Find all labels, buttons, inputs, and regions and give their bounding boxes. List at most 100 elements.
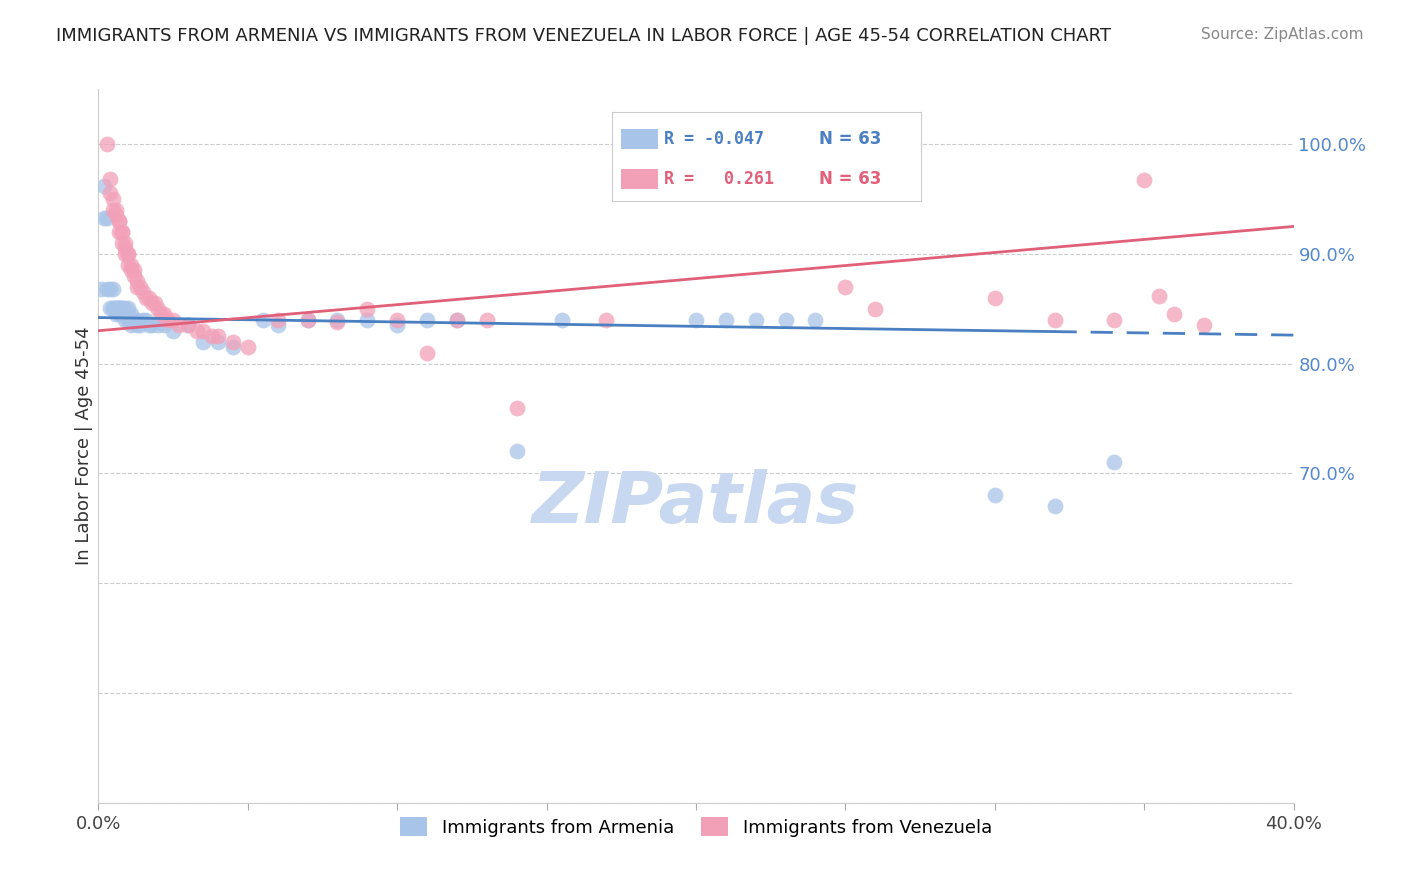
Point xyxy=(132,312,155,326)
Point xyxy=(111,225,134,239)
Point xyxy=(124,312,146,326)
Point xyxy=(252,312,274,326)
Point xyxy=(117,301,139,315)
Point xyxy=(685,312,707,326)
Point xyxy=(105,301,128,315)
Point xyxy=(127,312,149,326)
Point xyxy=(98,172,122,186)
Point xyxy=(108,301,131,315)
Point xyxy=(124,263,146,277)
Point xyxy=(804,312,827,326)
Point xyxy=(117,247,139,261)
Point xyxy=(105,202,128,217)
Point xyxy=(111,225,134,239)
Point xyxy=(96,137,118,152)
Point xyxy=(108,214,131,228)
Point xyxy=(141,296,163,310)
Point xyxy=(105,307,128,321)
Point xyxy=(177,318,200,333)
Point xyxy=(111,307,134,321)
Text: N = 63: N = 63 xyxy=(818,129,882,148)
Text: IMMIGRANTS FROM ARMENIA VS IMMIGRANTS FROM VENEZUELA IN LABOR FORCE | AGE 45-54 : IMMIGRANTS FROM ARMENIA VS IMMIGRANTS FR… xyxy=(56,27,1111,45)
Point xyxy=(148,318,170,333)
Point xyxy=(446,312,468,326)
Point xyxy=(416,312,439,326)
Point xyxy=(201,329,224,343)
Point xyxy=(120,258,142,272)
Text: ZIPatlas: ZIPatlas xyxy=(533,468,859,538)
Point xyxy=(127,318,149,333)
Point xyxy=(105,301,128,315)
Point xyxy=(326,312,349,326)
Point xyxy=(90,282,112,296)
Point xyxy=(385,318,409,333)
Point xyxy=(745,312,768,326)
Point xyxy=(103,301,125,315)
Point xyxy=(191,334,214,349)
Point xyxy=(124,268,146,283)
Point xyxy=(550,312,572,326)
Point xyxy=(98,186,122,201)
Point xyxy=(129,318,152,333)
Point xyxy=(127,274,149,288)
Point xyxy=(108,301,131,315)
Point xyxy=(120,307,142,321)
Point xyxy=(111,235,134,250)
Point xyxy=(506,401,529,415)
Point xyxy=(714,312,737,326)
Point xyxy=(96,282,118,296)
Y-axis label: In Labor Force | Age 45-54: In Labor Force | Age 45-54 xyxy=(75,326,93,566)
Point xyxy=(506,444,529,458)
Point xyxy=(114,301,136,315)
Point xyxy=(153,318,176,333)
Point xyxy=(143,296,166,310)
Point xyxy=(186,324,208,338)
Point xyxy=(156,312,179,326)
Point xyxy=(1104,312,1126,326)
Point xyxy=(153,307,176,321)
Point xyxy=(356,301,378,316)
Point xyxy=(138,318,160,333)
Point xyxy=(775,312,797,326)
Point xyxy=(595,312,617,326)
Point xyxy=(222,340,245,354)
Point xyxy=(865,301,887,316)
Point xyxy=(103,301,125,315)
Point xyxy=(222,334,245,349)
Point xyxy=(1043,500,1066,514)
Point xyxy=(103,192,125,206)
Point xyxy=(114,235,136,250)
Point xyxy=(1147,288,1170,302)
Point xyxy=(207,334,229,349)
Point xyxy=(141,318,163,333)
Point xyxy=(117,307,139,321)
Point xyxy=(150,307,173,321)
Point xyxy=(105,209,128,223)
Point xyxy=(114,247,136,261)
Point xyxy=(236,340,259,354)
Point xyxy=(1043,312,1066,326)
Text: N = 63: N = 63 xyxy=(818,169,882,188)
Point xyxy=(93,178,115,193)
Point xyxy=(93,211,115,225)
Point xyxy=(475,312,498,326)
Point xyxy=(385,312,409,326)
Point xyxy=(114,307,136,321)
Point xyxy=(984,488,1007,502)
Point xyxy=(162,312,184,326)
Point xyxy=(167,318,190,333)
Point xyxy=(446,312,468,326)
Point xyxy=(117,258,139,272)
Point xyxy=(127,280,149,294)
Point xyxy=(984,291,1007,305)
Point xyxy=(326,315,349,329)
Point xyxy=(1192,318,1215,333)
Point xyxy=(108,225,131,239)
Point xyxy=(117,247,139,261)
Point xyxy=(129,280,152,294)
Text: Source: ZipAtlas.com: Source: ZipAtlas.com xyxy=(1201,27,1364,42)
Text: R =   0.261: R = 0.261 xyxy=(664,169,775,188)
Point xyxy=(356,312,378,326)
Bar xyxy=(621,129,658,149)
Point xyxy=(103,282,125,296)
